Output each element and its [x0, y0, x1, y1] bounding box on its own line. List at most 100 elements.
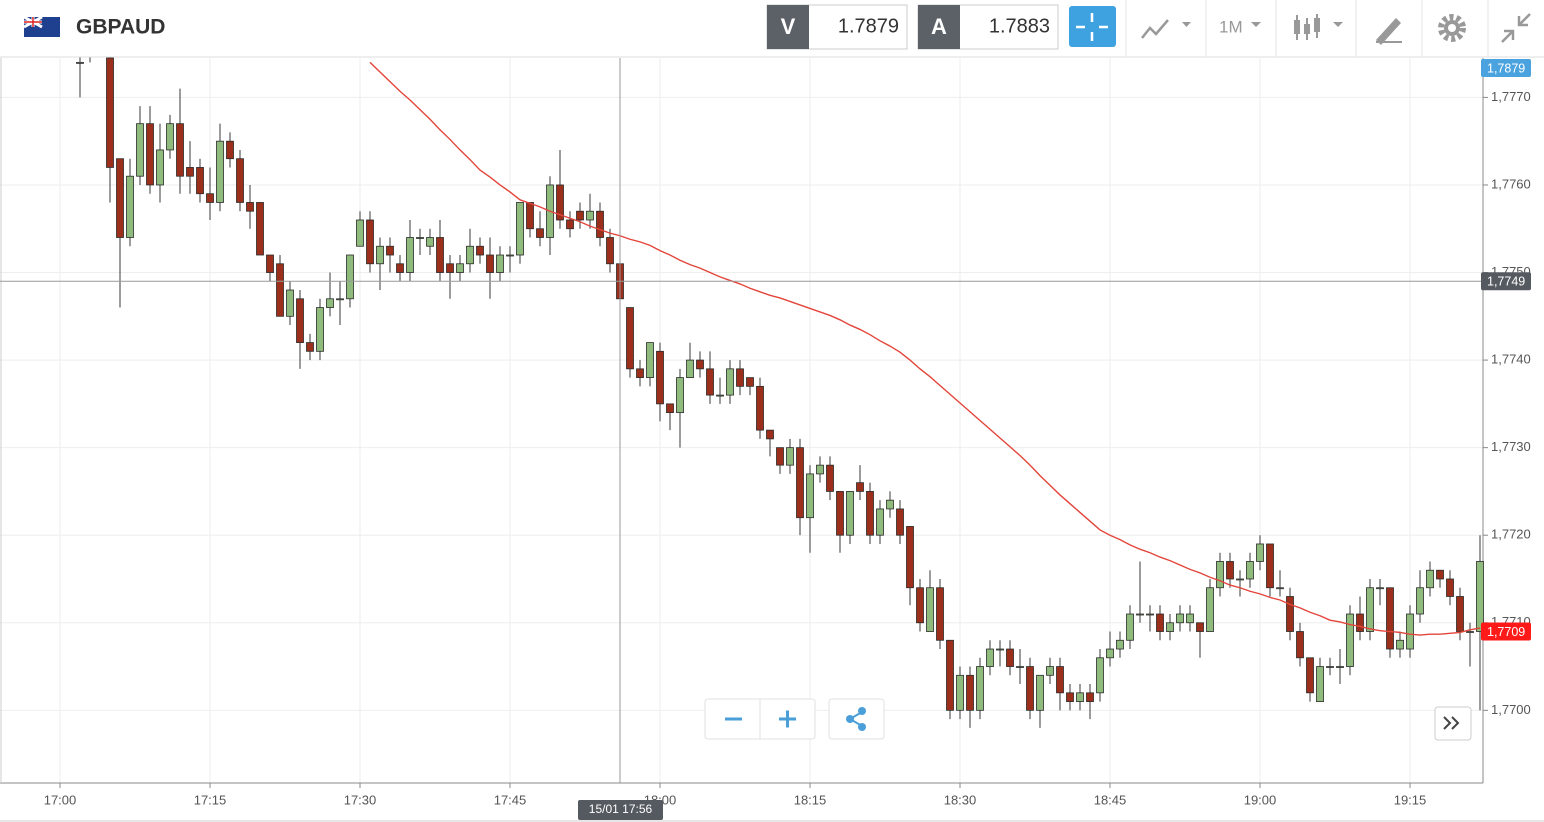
candle-body [576, 210, 584, 221]
candle-body [1026, 666, 1034, 711]
candle-body [1196, 622, 1204, 632]
candle-body [976, 666, 984, 711]
candle-body [846, 491, 854, 536]
candle-body [1336, 666, 1344, 668]
candle-body [1116, 639, 1124, 650]
candle-body [606, 237, 614, 265]
candle-body [896, 508, 904, 536]
candle-body [1476, 561, 1484, 632]
candle-body [326, 298, 334, 308]
candle-body [826, 464, 834, 492]
candle-body [206, 193, 214, 203]
candle-body [156, 149, 164, 186]
collapse-button[interactable] [1501, 13, 1531, 43]
candle-body [76, 61, 84, 64]
x-tick-label: 19:00 [1244, 792, 1277, 807]
candle-body [636, 368, 644, 378]
candle-body [1366, 587, 1374, 632]
candle-body [286, 289, 294, 317]
candle-body [1316, 666, 1324, 702]
x-tick-label: 19:15 [1394, 792, 1427, 807]
zoom-controls [704, 698, 885, 740]
price-tag-label: 1,7879 [1487, 61, 1525, 75]
candle-body [1346, 613, 1354, 667]
candle-body [1386, 587, 1394, 650]
candle-body [556, 184, 564, 221]
candle-body [1176, 613, 1184, 624]
zoom-in-button[interactable] [779, 710, 796, 728]
candle-body [1456, 596, 1464, 632]
price-tag-label: 1,7749 [1487, 275, 1525, 289]
y-tick-label: 1,7770 [1491, 89, 1531, 104]
candle-body [126, 175, 134, 238]
candle-body [776, 447, 784, 466]
candle-body [686, 359, 694, 378]
candle-body [916, 587, 924, 624]
candle-body [646, 342, 654, 378]
candle-body [1236, 578, 1244, 581]
candle-style-button[interactable] [1294, 14, 1343, 40]
timeframe[interactable]: 1M [1219, 17, 1243, 36]
candle-body [756, 385, 764, 431]
candle-body [766, 429, 774, 440]
candle-body [1166, 622, 1174, 632]
candle-body [396, 263, 404, 273]
candle-body [1186, 613, 1194, 624]
candle-body [1136, 613, 1144, 616]
settings-button[interactable] [1438, 14, 1466, 42]
candle-body [966, 674, 974, 711]
candle-body [1276, 587, 1284, 590]
crosshair-button[interactable] [1069, 6, 1116, 47]
buy-button[interactable] [918, 5, 960, 49]
candle-body [1056, 666, 1064, 694]
flag-icon [23, 15, 60, 37]
candle-body [1106, 648, 1114, 659]
candle-body [656, 350, 664, 405]
candle-body [596, 210, 604, 238]
candle-body [1426, 569, 1434, 589]
candle-body [1126, 613, 1134, 641]
candle-body [1076, 692, 1084, 702]
candle-body [1376, 587, 1384, 590]
y-tick-label: 1,7700 [1491, 702, 1531, 717]
candle-body [1256, 543, 1264, 562]
crosshair-time: 15/01 17:56 [589, 802, 653, 816]
candle-body [346, 254, 354, 300]
candle-body [1286, 596, 1294, 632]
candle-body [1306, 657, 1314, 694]
candle-body [536, 228, 544, 238]
candle-body [1156, 613, 1164, 632]
candle-body [946, 639, 954, 711]
candle-body [196, 167, 204, 195]
candle-body [336, 298, 344, 301]
share-button[interactable] [846, 707, 866, 731]
candle-body [1406, 613, 1414, 650]
candle-body [736, 368, 744, 387]
candle-body [876, 508, 884, 536]
scroll-end-button[interactable] [1434, 706, 1472, 741]
candle-body [296, 298, 304, 343]
y-tick-label: 1,7740 [1491, 352, 1531, 367]
candle-body [716, 394, 724, 397]
candle-body [1096, 657, 1104, 694]
sell-button[interactable] [767, 5, 809, 49]
candle-body [666, 403, 674, 414]
candle-body [166, 123, 174, 151]
draw-button[interactable] [1376, 18, 1402, 45]
candle-body [996, 648, 1004, 651]
buy-label: A [931, 14, 947, 39]
candle-body [676, 377, 684, 414]
candle-body [1446, 578, 1454, 597]
sell-price: 1.7879 [838, 15, 899, 37]
x-tick-label: 17:30 [344, 792, 377, 807]
chart-type-button[interactable] [1141, 19, 1191, 39]
candle-body [266, 254, 274, 273]
candle-body [866, 491, 874, 536]
x-tick-label: 18:45 [1094, 792, 1127, 807]
symbol: GBPAUD [76, 16, 165, 39]
x-tick-label: 17:15 [194, 792, 227, 807]
candle-body [1466, 631, 1474, 633]
candle-body [856, 482, 864, 492]
